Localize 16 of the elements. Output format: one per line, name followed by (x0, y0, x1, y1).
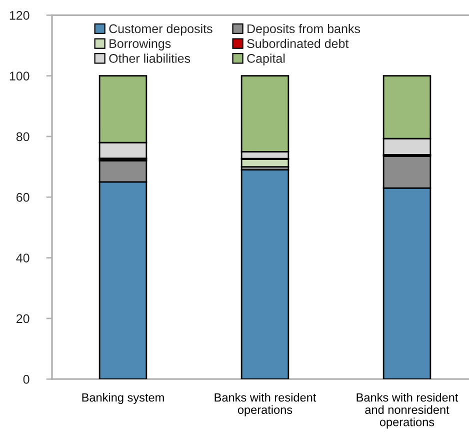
x-tick-label: Banks with resident and nonresident operations (356, 392, 458, 429)
legend-label: Subordinated debt (247, 38, 349, 48)
x-tick-label: Banks with resident operations (214, 392, 316, 416)
y-tick-label: 60 (16, 192, 30, 202)
y-tick-label: 120 (10, 10, 30, 20)
x-tick-label: Banking system (82, 392, 164, 404)
legend-label: Other liabilities (109, 54, 190, 63)
legend-label: Deposits from banks (248, 24, 360, 36)
y-tick-label: 20 (16, 314, 30, 324)
y-tick-label: 100 (10, 72, 30, 80)
legend-label: Customer deposits (109, 24, 212, 36)
y-tick-label: 80 (16, 132, 30, 142)
y-tick-label: 40 (16, 254, 30, 262)
y-tick-label: 0 (23, 374, 30, 384)
legend-label: Borrowings (110, 38, 171, 50)
legend-label: Capital (247, 54, 285, 66)
